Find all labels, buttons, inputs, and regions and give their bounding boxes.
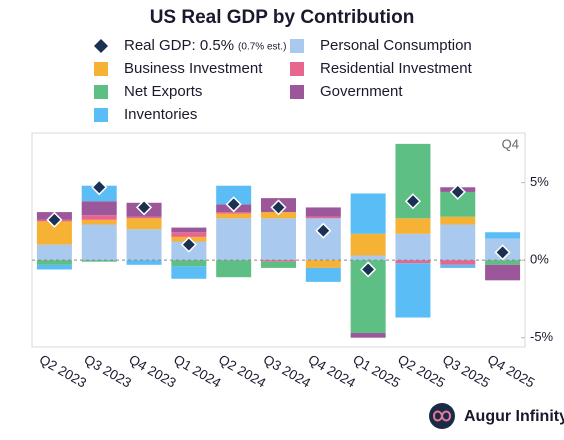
x-tick-label: Q4 2023 (126, 352, 178, 391)
x-tick-label: Q2 2024 (216, 352, 269, 391)
bar-segment (81, 260, 117, 262)
x-tick-label: Q1 2025 (350, 352, 402, 391)
bar-segment (440, 264, 476, 268)
x-tick-label: Q2 2023 (37, 352, 89, 391)
y-tick-label: 0% (530, 252, 549, 267)
legend-label: Net Exports (124, 83, 202, 100)
bar-segment (216, 185, 252, 205)
bar-segment (261, 260, 296, 262)
plot-frame (31, 132, 526, 348)
x-tick-label: Q3 2024 (261, 352, 314, 391)
legend-label: Inventories (124, 106, 197, 123)
chart-title: US Real GDP by Contribution (150, 7, 415, 28)
gdp-marker (91, 179, 108, 196)
x-tick-label: Q1 2024 (171, 352, 224, 391)
bar-segment (216, 260, 252, 278)
bar-segment (126, 229, 162, 261)
bar-segment (171, 260, 207, 267)
legend-label: Government (320, 83, 403, 100)
bar-segment (216, 213, 252, 219)
bar-segment (305, 267, 341, 282)
gdp-marker (46, 211, 63, 228)
bar-segment (305, 216, 341, 219)
bar-segment (350, 255, 386, 261)
logo-text: Augur Infinity (464, 408, 564, 425)
gdp-marker (404, 193, 422, 210)
legend-note: (0.7% est.) (238, 42, 286, 53)
bar-segment (36, 244, 72, 261)
legend-marker (94, 39, 108, 53)
bar-segment (36, 221, 72, 245)
bar-segment (305, 207, 341, 217)
legend-swatch (94, 85, 108, 99)
bar-segment (36, 260, 72, 265)
gdp-marker (180, 236, 197, 253)
bar-segment (216, 218, 252, 261)
x-tick-label: Q2 2025 (395, 352, 447, 391)
bar-segment (350, 233, 386, 256)
bar-segment (171, 266, 207, 279)
bar-segment (485, 264, 521, 281)
x-tick-label: Q3 2023 (82, 352, 134, 391)
legend-swatch (290, 62, 304, 76)
bar-segment (395, 218, 431, 234)
gdp-marker (494, 244, 511, 261)
bar-segment (81, 219, 117, 225)
bar-segment (395, 263, 431, 318)
bar-segment (395, 233, 431, 261)
legend-swatch (290, 85, 304, 99)
x-tick-label: Q3 2025 (440, 352, 492, 391)
bar-segment (171, 227, 207, 233)
bar-segment (216, 212, 252, 214)
legend-label: Business Investment (124, 60, 263, 77)
y-tick-label: 5% (530, 174, 549, 189)
bar-segment (485, 232, 521, 239)
bar-segment (126, 218, 162, 230)
y-tick-label: -5% (530, 329, 554, 344)
bar-segment (440, 260, 476, 265)
logo-mark (433, 410, 452, 422)
bar-segment (440, 216, 476, 225)
gdp-marker (135, 199, 153, 216)
x-tick-label: Q4 2025 (485, 352, 537, 391)
bar-segment (171, 232, 207, 237)
bar-segment (81, 215, 117, 220)
legend-label: Personal Consumption (320, 37, 472, 54)
legend-swatch (94, 62, 108, 76)
legend-swatch (94, 108, 108, 122)
bar-segment (36, 264, 72, 270)
x-tick-label: Q4 2024 (306, 352, 359, 391)
bar-segment (126, 216, 162, 219)
bar-segment (305, 260, 341, 268)
gdp-marker (225, 196, 242, 213)
gdp-marker (449, 183, 466, 200)
bar-segment (350, 193, 386, 234)
bar-segment (126, 260, 162, 265)
bar-segment (485, 260, 521, 265)
bar-segment (395, 260, 431, 264)
legend-swatch (290, 39, 304, 53)
legend-label: Residential Investment (320, 60, 473, 77)
bar-segment (261, 261, 296, 268)
bar-segment (261, 218, 296, 261)
bar-segment (81, 201, 117, 216)
bar-segment (350, 333, 386, 338)
annotation: Q4 (502, 136, 519, 151)
bar-segment (440, 224, 476, 261)
legend-label: Real GDP: 0.5% (124, 37, 234, 54)
gdp-marker (315, 222, 332, 239)
gdp-marker (360, 261, 377, 278)
bar-segment (81, 224, 117, 261)
gdp-marker (270, 199, 287, 216)
